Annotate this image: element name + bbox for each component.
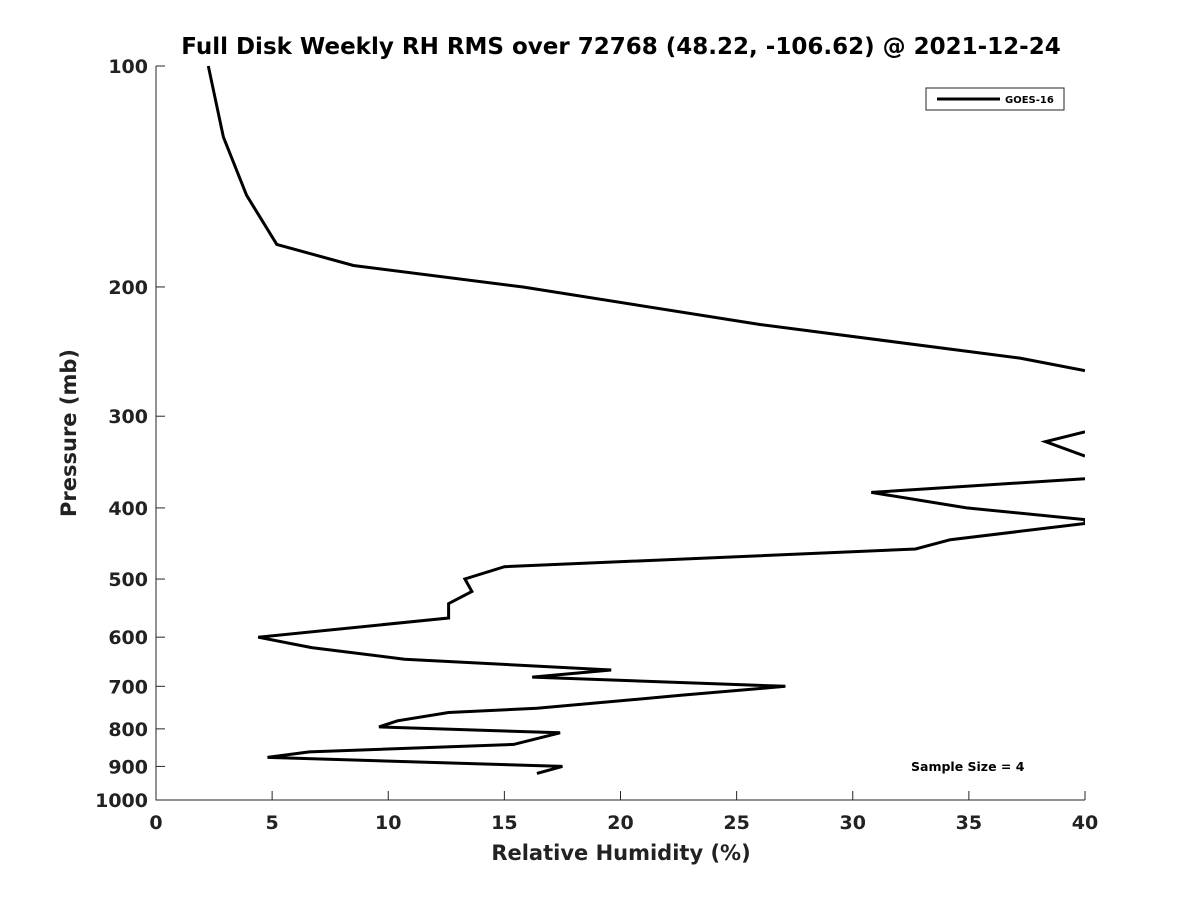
y-tick-label: 900: [108, 756, 148, 778]
y-tick-label: 100: [108, 56, 148, 78]
sample-size-annotation: Sample Size = 4: [911, 759, 1025, 774]
y-tick-label: 600: [108, 627, 148, 649]
y-axis-label: Pressure (mb): [57, 349, 81, 517]
legend-label-goes-16: GOES-16: [1005, 95, 1054, 106]
y-tick-label: 400: [108, 498, 148, 520]
x-tick-label: 15: [491, 812, 517, 834]
y-tick-label: 800: [108, 719, 148, 741]
x-tick-label: 25: [723, 812, 749, 834]
axes-frame: [155, 66, 1085, 801]
series-line-segment-1: [206, 65, 1085, 373]
series-line-segment-3: [257, 477, 1085, 775]
x-tick-label: 35: [956, 812, 982, 834]
chart-title: Full Disk Weekly RH RMS over 72768 (48.2…: [181, 34, 1060, 60]
y-axis-ticks: 100 200 300 400 500 600 700 800 900 1000: [95, 56, 165, 812]
x-tick-label: 40: [1072, 812, 1098, 834]
x-tick-label: 30: [840, 812, 866, 834]
y-tick-label: 700: [108, 676, 148, 698]
x-tick-label: 0: [149, 812, 162, 834]
x-axis-ticks: 0 5 10 15 20 25 30 35 40: [149, 791, 1098, 834]
x-tick-label: 20: [607, 812, 633, 834]
x-tick-label: 5: [266, 812, 279, 834]
y-tick-label: 1000: [95, 790, 148, 812]
y-tick-label: 300: [108, 406, 148, 428]
series-layer: [206, 65, 1085, 775]
legend[interactable]: GOES-16: [925, 87, 1065, 111]
y-tick-label: 500: [108, 569, 148, 591]
x-axis-label: Relative Humidity (%): [491, 841, 750, 865]
y-tick-label: 200: [108, 277, 148, 299]
series-line-segment-2: [1040, 430, 1085, 458]
plot-area: 0 5 10 15 20 25 30 35 40 100 200 300 400 500 600 700 80…: [95, 56, 1098, 834]
x-tick-label: 10: [375, 812, 401, 834]
